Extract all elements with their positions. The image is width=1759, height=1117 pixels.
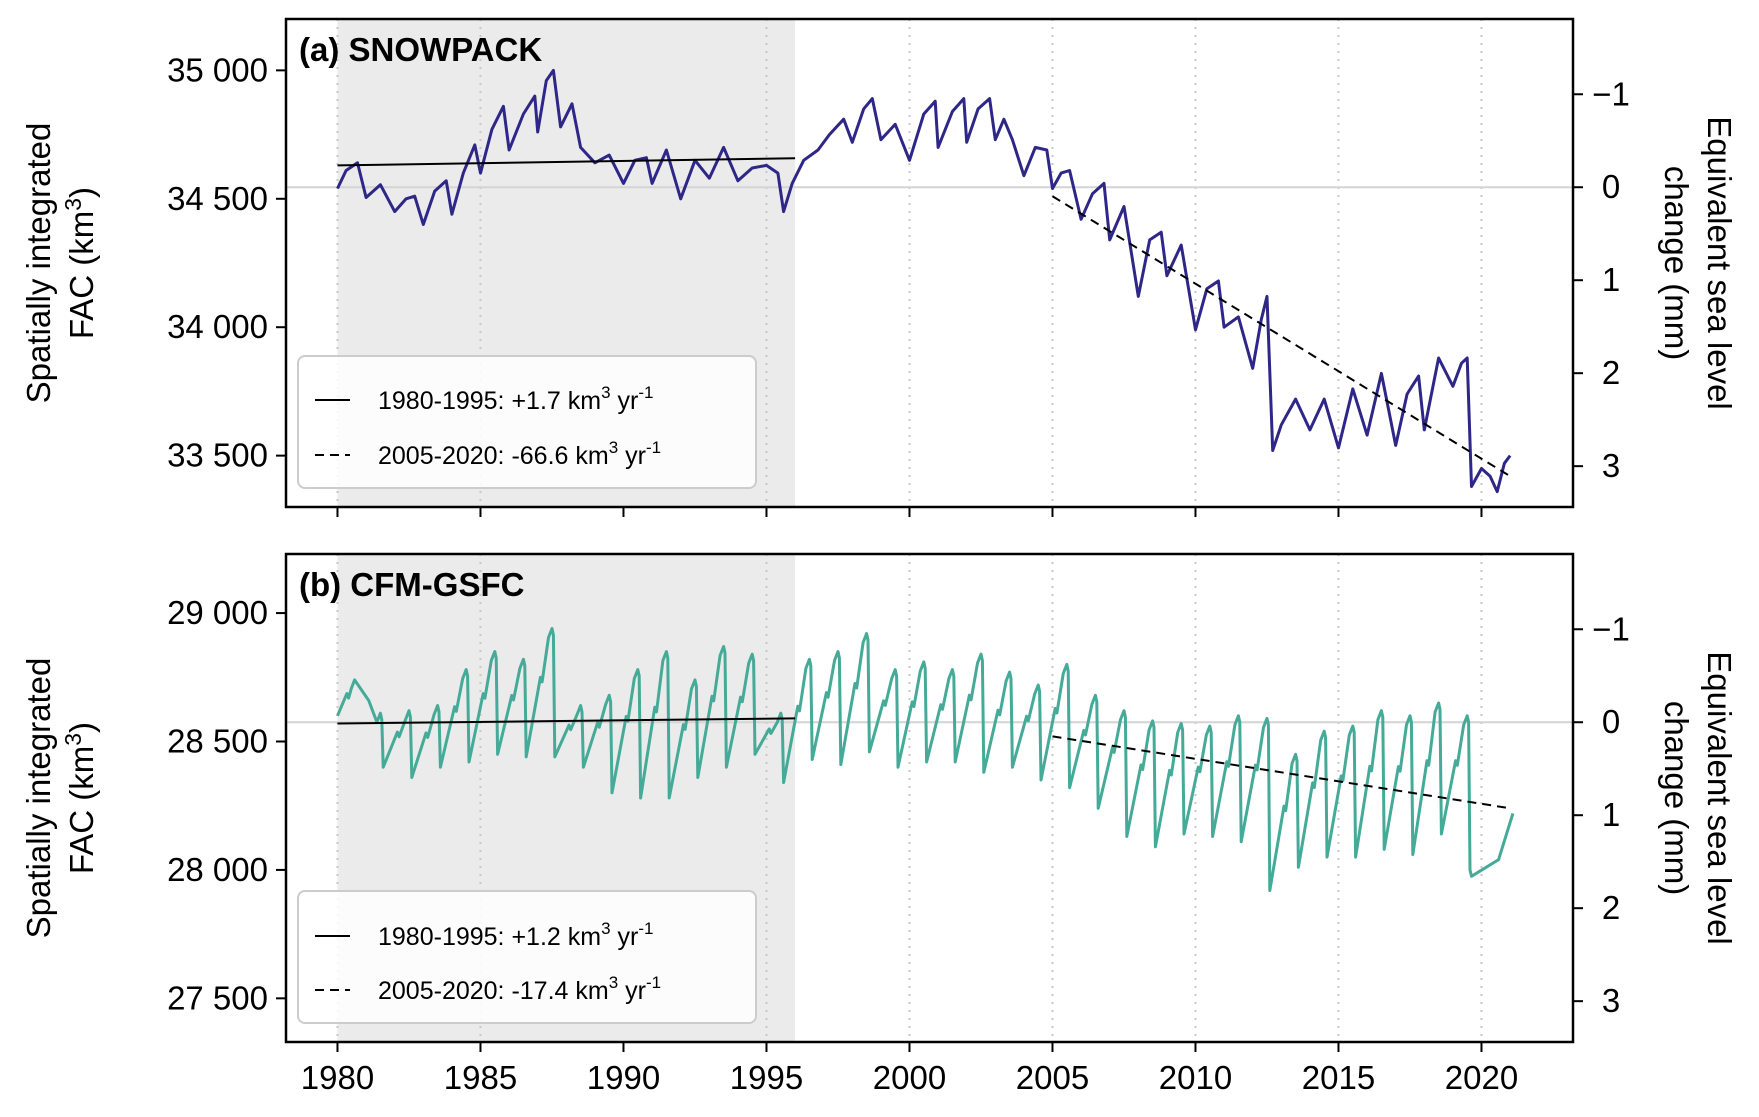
trend-line-1980-1995 [337, 157, 796, 167]
y-tick-label: 35 000 [167, 51, 268, 88]
left-axis-label-line1: Spatially integrated [20, 123, 57, 404]
y-tick-label: 34 500 [167, 180, 268, 217]
right-y-tick-label: 1 [1602, 796, 1620, 833]
y-tick-label: 29 000 [167, 594, 268, 631]
snowpack-fac-line [336, 68, 1512, 494]
x-tick-label: 2000 [873, 1059, 946, 1096]
panel-title: (a) SNOWPACK [299, 31, 542, 68]
legend-entry-2005-2020: 2005-2020: -17.4 km3 yr-1 [378, 973, 661, 1005]
trend-line-2005-2020 [1052, 735, 1511, 810]
legend: 1980-1995: +1.2 km3 yr-1 2005-2020: -17.… [297, 890, 757, 1024]
x-tick-label: 1985 [444, 1059, 517, 1096]
x-axis [336, 507, 1483, 517]
plot-frame [284, 552, 1575, 1044]
right-axis-label-line2: change (mm) [1658, 701, 1695, 895]
right-y-tick-label: 1 [1602, 261, 1620, 298]
right-y-tick-label: −1 [1592, 75, 1630, 112]
right-y-tick-label: 3 [1602, 982, 1620, 1019]
legend-box [297, 890, 757, 1024]
x-tick-label: 1990 [587, 1059, 660, 1096]
left-y-axis: 27 500 28 000 28 500 29 000 [167, 594, 286, 1016]
x-tick-label: 2020 [1445, 1059, 1518, 1096]
y-tick-label: 27 500 [167, 979, 268, 1016]
x-tick-label: 1980 [301, 1059, 374, 1096]
legend-box [297, 355, 757, 489]
left-axis-label-line1: Spatially integrated [20, 658, 57, 939]
vertical-gridlines [336, 554, 1483, 1042]
plot-frame [284, 17, 1575, 509]
left-axis-label-line2: FAC (km3) [60, 187, 100, 339]
left-y-axis: 33 500 34 000 34 500 35 000 [167, 51, 286, 474]
right-y-tick-label: 3 [1602, 447, 1620, 484]
right-axis-label-line1: Equivalent sea level [1701, 116, 1738, 410]
y-tick-label: 28 000 [167, 851, 268, 888]
panel-title: (b) CFM-GSFC [299, 566, 524, 603]
x-axis: 1980 1985 1990 1995 2000 2005 2010 2015 2020 [301, 1042, 1518, 1096]
right-axis-label-line1: Equivalent sea level [1701, 651, 1738, 945]
x-tick-label: 1995 [730, 1059, 803, 1096]
left-axis-label-line2: FAC (km3) [60, 722, 100, 874]
right-axis-label-line2: change (mm) [1658, 166, 1695, 360]
legend-entry-1980-1995: 1980-1995: +1.7 km3 yr-1 [378, 383, 653, 415]
x-tick-label: 2005 [1016, 1059, 1089, 1096]
legend-entry-1980-1995: 1980-1995: +1.2 km3 yr-1 [378, 919, 653, 951]
right-y-axis: −1 0 1 2 3 [1573, 610, 1630, 1019]
x-tick-label: 2010 [1159, 1059, 1232, 1096]
legend-entry-2005-2020: 2005-2020: -66.6 km3 yr-1 [378, 438, 661, 470]
legend: 1980-1995: +1.7 km3 yr-1 2005-2020: -66.… [297, 355, 757, 489]
right-y-tick-label: 0 [1602, 703, 1620, 740]
x-tick-label: 2015 [1302, 1059, 1375, 1096]
panel-a-snowpack: (a) SNOWPACK 1980-1995: +1.7 km3 yr-1 20… [20, 17, 1738, 517]
right-y-tick-label: −1 [1592, 610, 1630, 647]
y-tick-label: 34 000 [167, 308, 268, 345]
right-y-axis: −1 0 1 2 3 [1573, 75, 1630, 484]
cfm-gsfc-fac-line [336, 627, 1515, 892]
panel-b-cfm-gsfc: (b) CFM-GSFC 1980-1995: +1.2 km3 yr-1 20… [20, 552, 1738, 1096]
right-y-tick-label: 0 [1602, 168, 1620, 205]
y-tick-label: 28 500 [167, 722, 268, 759]
right-y-tick-label: 2 [1602, 889, 1620, 926]
y-tick-label: 33 500 [167, 437, 268, 474]
vertical-gridlines [336, 19, 1483, 507]
right-y-tick-label: 2 [1602, 354, 1620, 391]
trend-line-1980-1995 [337, 717, 796, 725]
